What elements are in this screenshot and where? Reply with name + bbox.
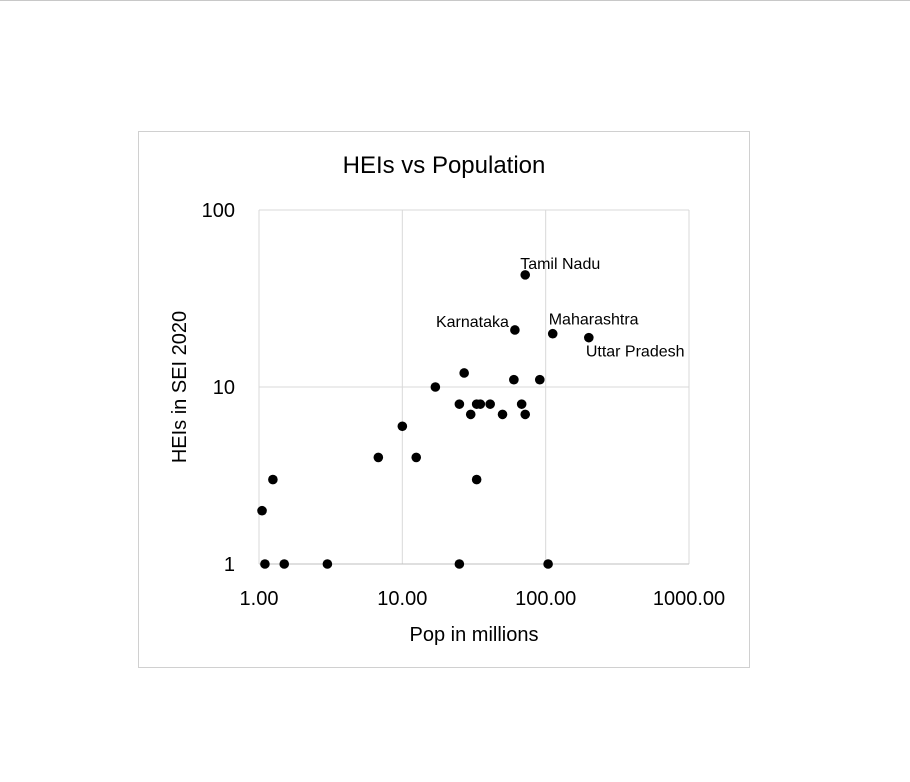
x-tick-label: 100.00 xyxy=(515,588,576,610)
data-point xyxy=(373,452,384,463)
data-point xyxy=(430,382,441,392)
data-point xyxy=(279,559,290,569)
data-point xyxy=(485,399,495,409)
x-tick-labels: 1.00 10.00 100.00 1000.00 xyxy=(240,588,726,610)
data-point xyxy=(584,332,594,343)
data-points xyxy=(257,270,594,569)
top-divider xyxy=(0,0,910,1)
data-point xyxy=(268,474,278,485)
data-point xyxy=(534,374,545,385)
x-tick-label: 1000.00 xyxy=(653,588,725,610)
data-point xyxy=(509,374,519,385)
y-tick-label: 10 xyxy=(213,377,235,399)
data-point xyxy=(260,559,270,569)
y-tick-label: 100 xyxy=(202,200,235,222)
data-point xyxy=(497,409,508,420)
point-label: Karnataka xyxy=(436,314,509,331)
y-tick-labels: 1 10 100 xyxy=(202,200,235,576)
data-point xyxy=(465,409,476,420)
data-point xyxy=(510,325,520,335)
point-label: Uttar Pradesh xyxy=(586,344,685,361)
data-point xyxy=(459,368,469,378)
data-point xyxy=(475,399,486,409)
gridlines xyxy=(258,209,690,565)
point-label: Tamil Nadu xyxy=(520,256,600,273)
data-point xyxy=(471,474,482,485)
data-point xyxy=(547,328,558,339)
data-point xyxy=(322,559,333,569)
data-point xyxy=(520,409,531,420)
x-tick-label: 10.00 xyxy=(377,588,427,610)
data-point xyxy=(397,421,408,432)
chart-title: HEIs vs Population xyxy=(343,152,546,179)
point-labels: Tamil Nadu Karnataka Maharashtra Uttar Prad… xyxy=(436,256,685,361)
data-point xyxy=(520,270,531,280)
data-point xyxy=(543,559,553,569)
point-label: Maharashtra xyxy=(549,312,639,329)
x-tick-label: 1.00 xyxy=(240,588,279,610)
x-axis-title: Pop in millions xyxy=(410,624,539,646)
data-point xyxy=(257,505,267,516)
y-tick-label: 1 xyxy=(224,554,235,576)
y-axis-title: HEIs in SEI 2020 xyxy=(169,311,191,463)
data-point xyxy=(454,559,465,569)
data-point xyxy=(411,452,422,463)
data-point xyxy=(516,399,527,409)
data-point xyxy=(454,399,465,409)
chart-area xyxy=(138,131,750,668)
